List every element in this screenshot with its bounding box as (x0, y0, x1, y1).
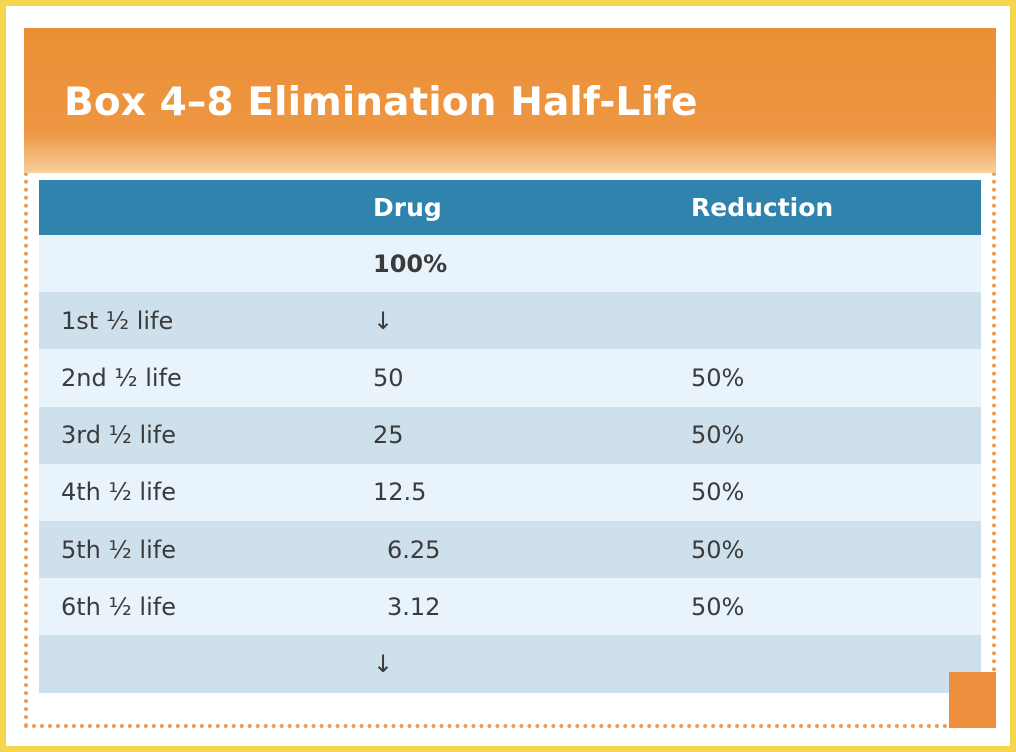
row-reduction-value: 50% (691, 421, 745, 450)
table-row: 6th ½ life 3.12 50% (39, 578, 981, 636)
row-reduction-value: 50% (691, 592, 745, 621)
row-drug-value: 25 (373, 421, 404, 450)
box-header (24, 28, 996, 173)
row-label: 3rd ½ life (61, 421, 177, 450)
row-drug-value: 6.25 (387, 535, 441, 564)
down-arrow-icon: ↓ (373, 649, 394, 678)
table-row: 4th ½ life 12.5 50% (39, 463, 981, 521)
row-label: 4th ½ life (61, 478, 176, 507)
row-label: 1st ½ life (61, 306, 174, 335)
box-title: Box 4–8 Elimination Half-Life (64, 80, 698, 125)
table-header-reduction: Reduction (691, 193, 834, 222)
row-drug-value: 100% (373, 249, 448, 278)
row-reduction-value: 50% (691, 478, 745, 507)
corner-square (949, 672, 996, 728)
table-row: 5th ½ life 6.25 50% (39, 520, 981, 579)
row-reduction-value: 50% (691, 535, 745, 564)
row-drug-value: 3.12 (387, 592, 441, 621)
row-drug-value: 12.5 (373, 478, 427, 507)
row-drug-value: 50 (373, 363, 404, 392)
row-label: 6th ½ life (61, 592, 176, 621)
table-header-drug: Drug (373, 193, 442, 222)
elimination-half-life-table: Drug Reduction 100% 1st ½ life ↓ 2nd ½ l… (39, 180, 981, 693)
row-label: 2nd ½ life (61, 363, 182, 392)
table-row: 3rd ½ life 25 50% (39, 406, 981, 464)
table-row: 2nd ½ life 50 50% (39, 349, 981, 407)
row-label: 5th ½ life (61, 535, 176, 564)
row-reduction-value: 50% (691, 363, 745, 392)
table-row: ↓ (39, 635, 981, 693)
table-header-row: Drug Reduction (39, 180, 981, 235)
table-row: 1st ½ life ↓ (39, 292, 981, 350)
down-arrow-icon: ↓ (373, 306, 394, 335)
table-row: 100% (39, 235, 981, 293)
